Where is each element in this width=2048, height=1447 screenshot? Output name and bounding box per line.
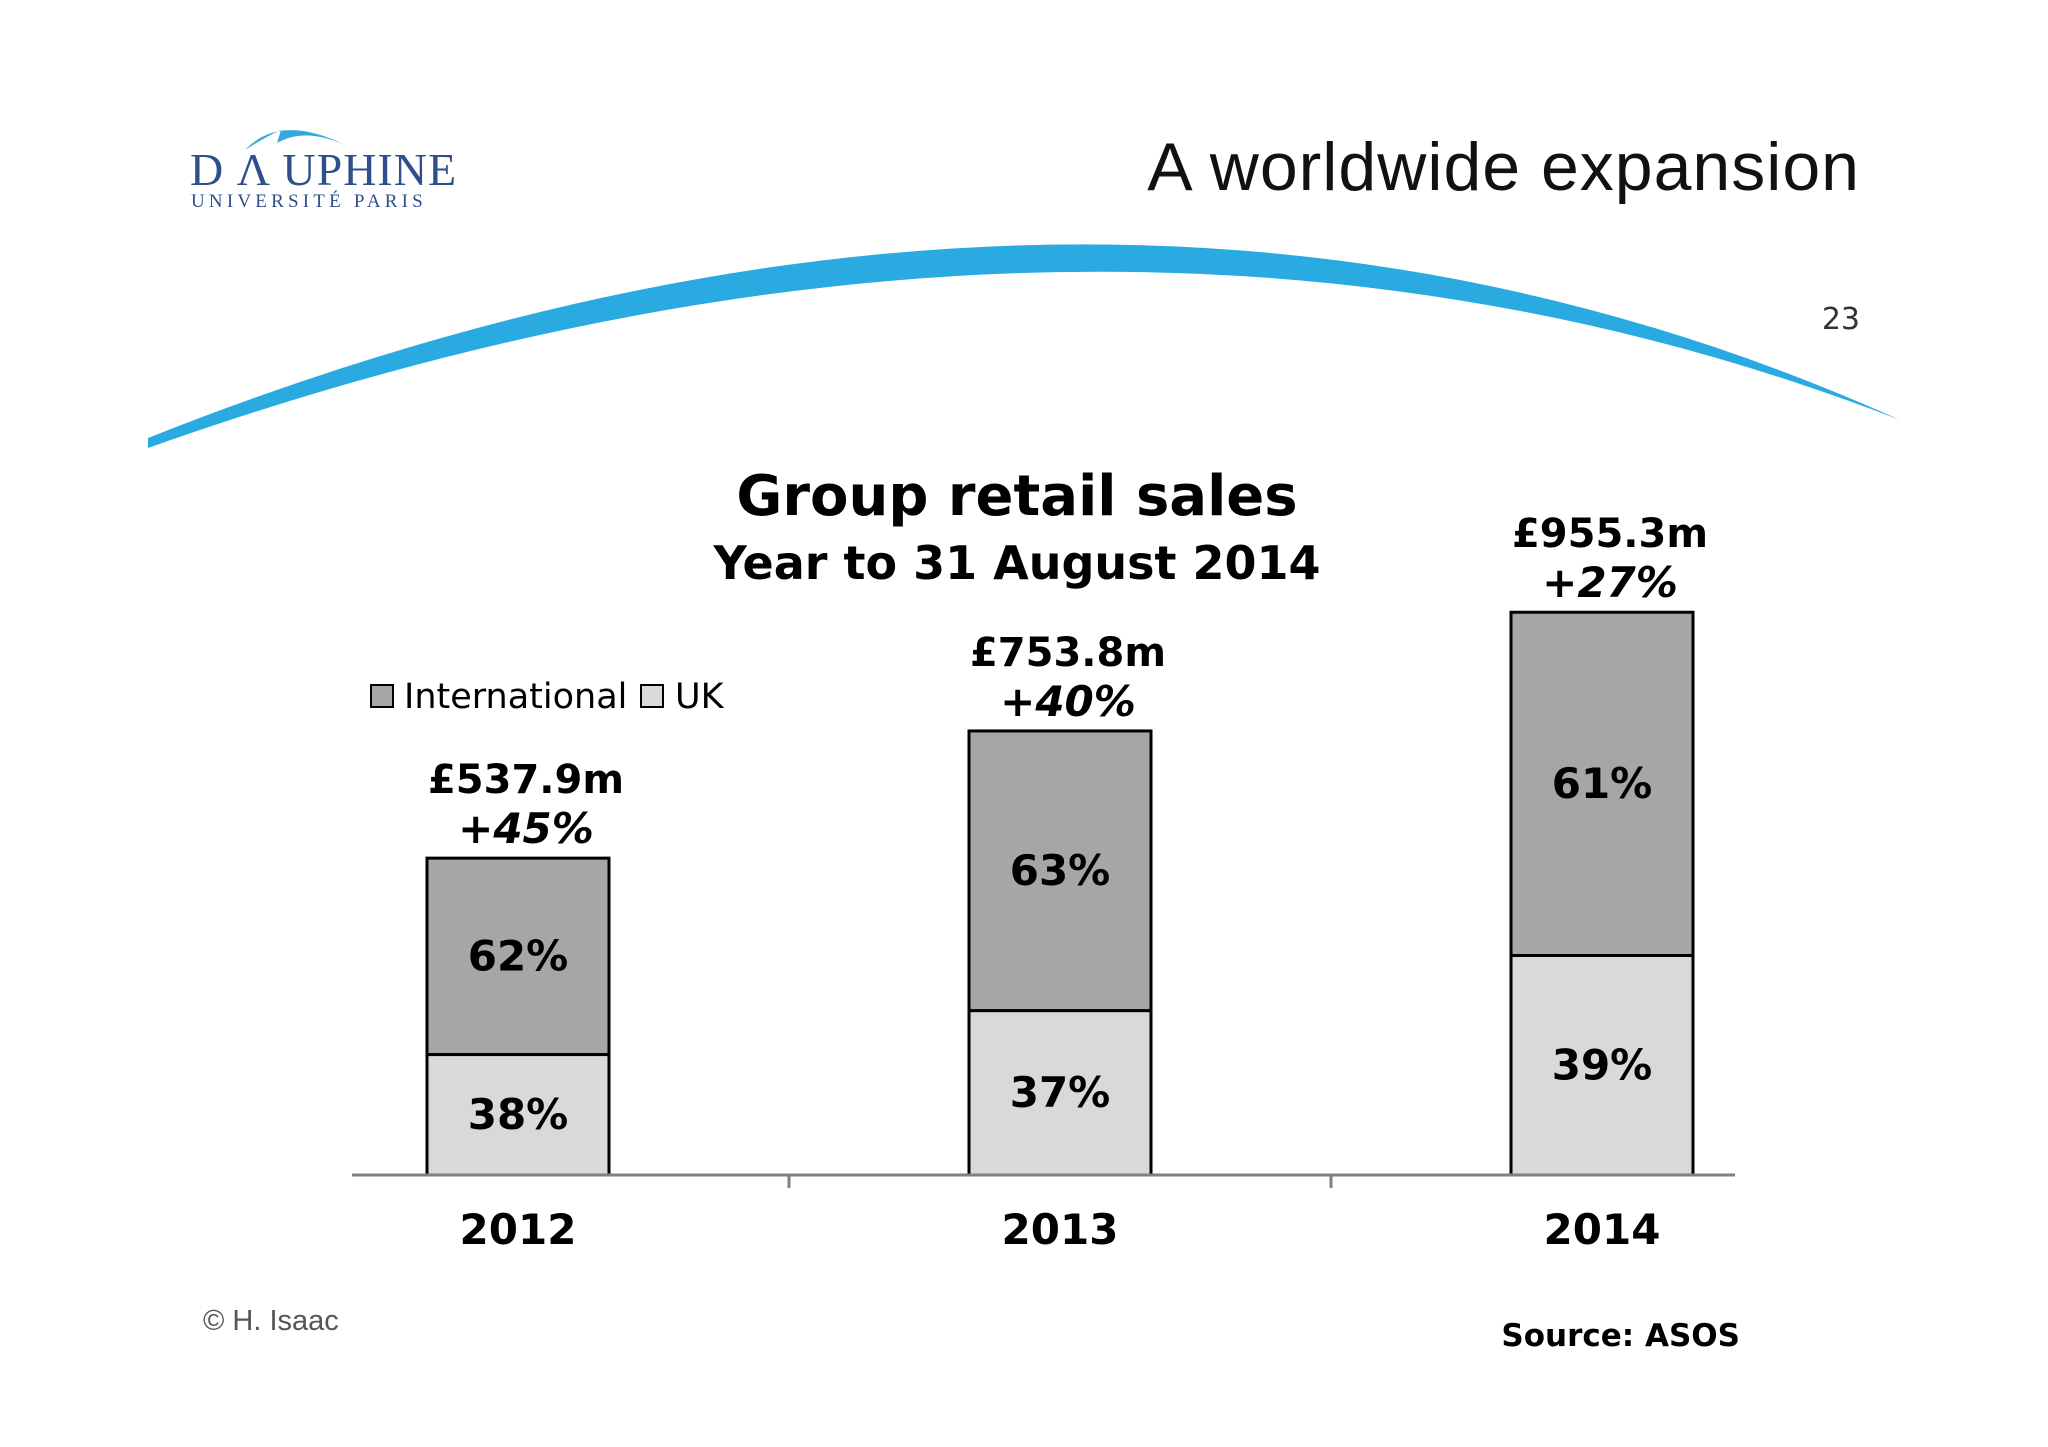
logo-letter-a: Λ <box>237 144 270 195</box>
logo-letter-d: D <box>190 144 224 195</box>
label-uk-2014: 39% <box>1552 1040 1653 1089</box>
logo-subtitle: UNIVERSITÉ PARIS <box>191 190 427 212</box>
legend-swatch-international <box>370 684 394 708</box>
header-arc-shape <box>148 244 1900 448</box>
label-international-2013: 63% <box>1010 846 1111 895</box>
source-note: Source: ASOS <box>1501 1318 1740 1354</box>
slide-title: A worldwide expansion <box>1147 129 1860 205</box>
bar-uk-2013 <box>967 1009 1153 1177</box>
label-international-2012: 62% <box>468 931 569 980</box>
label-uk-2013: 37% <box>1010 1068 1111 1117</box>
logo-text-rest: UPHINE <box>282 144 455 195</box>
total-label-2014: £955.3m <box>1512 511 1708 557</box>
copyright: © H. Isaac <box>203 1305 339 1337</box>
dolphin-icon <box>245 130 345 150</box>
svg-text:D Λ UPHINE: D Λ UPHINE <box>190 144 455 195</box>
bar-uk-2014 <box>1509 954 1695 1177</box>
bar-international-2014 <box>1509 610 1695 958</box>
total-label-2012: £537.9m <box>428 757 624 803</box>
legend-swatch-uk <box>640 684 664 708</box>
total-label-2013: £753.8m <box>970 630 1166 676</box>
x-tick-label-2014: 2014 <box>1544 1205 1661 1254</box>
chart-title: Group retail sales <box>736 464 1297 529</box>
page-number: 23 <box>1821 302 1860 337</box>
chart-subtitle: Year to 31 August 2014 <box>712 536 1320 590</box>
x-tick-label-2012: 2012 <box>460 1205 577 1254</box>
label-international-2014: 61% <box>1552 759 1653 808</box>
dauphine-logo: D Λ UPHINE UNIVERSITÉ PARIS <box>185 105 456 215</box>
chart-bars: 62% 38% £537.9m+45% 2012 63% 37% £753.8m+40% 20… <box>425 511 1708 1254</box>
x-tick-label-2013: 2013 <box>1002 1205 1119 1254</box>
dauphine-logo-graphic: D Λ UPHINE UNIVERSITÉ PARIS <box>190 130 456 212</box>
label-uk-2012: 38% <box>468 1090 569 1139</box>
legend-label-international: International <box>404 677 627 717</box>
growth-label-2014: +27% <box>1542 558 1678 607</box>
chart-legend: International UK <box>370 677 725 717</box>
legend-label-uk: UK <box>675 677 725 717</box>
growth-label-2013: +40% <box>1000 677 1136 726</box>
growth-label-2012: +45% <box>458 804 594 853</box>
